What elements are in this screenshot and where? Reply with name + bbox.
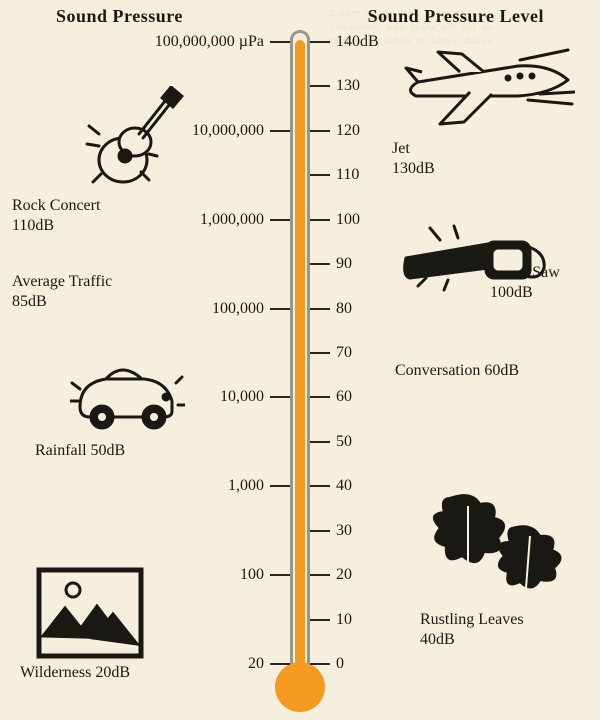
left-title: Sound Pressure: [56, 6, 183, 27]
left-tick-label: 1,000: [228, 477, 264, 495]
left-tick: [270, 574, 290, 576]
right-tick-label: 100: [336, 211, 360, 229]
right-tick: [310, 396, 330, 398]
example-label-line: 85dB: [12, 292, 112, 312]
left-example-label: Wilderness 20dB: [20, 663, 130, 683]
right-tick: [310, 219, 330, 221]
example-label-line: Average Traffic: [12, 272, 112, 292]
example-label-line: 40dB: [420, 630, 524, 650]
right-tick: [310, 352, 330, 354]
example-label-line: Rock Concert: [12, 196, 100, 216]
right-tick-label: 130: [336, 77, 360, 95]
guitar-icon: [85, 86, 185, 191]
right-tick: [310, 130, 330, 132]
left-tick: [270, 219, 290, 221]
right-tick: [310, 41, 330, 43]
thermometer: [290, 30, 310, 670]
example-label-line: Rustling Leaves: [420, 610, 524, 630]
right-tick: [310, 530, 330, 532]
left-tick-label: 10,000,000: [192, 122, 264, 140]
left-tick: [270, 485, 290, 487]
leaves-icon: [420, 486, 570, 596]
example-label-line: Jet: [392, 139, 435, 159]
left-example-label: Rainfall 50dB: [35, 441, 125, 461]
right-tick-label: 60: [336, 388, 352, 406]
left-tick-label: 100,000: [212, 300, 264, 318]
right-tick: [310, 663, 330, 665]
car-icon: [70, 353, 185, 433]
left-example-label: Average Traffic85dB: [12, 272, 112, 312]
left-tick-label: 100,000,000 µPa: [155, 33, 264, 51]
right-tick: [310, 485, 330, 487]
chainsaw-icon: [400, 224, 550, 309]
left-tick: [270, 308, 290, 310]
right-tick: [310, 85, 330, 87]
right-tick: [310, 574, 330, 576]
right-tick-label: 0: [336, 655, 344, 673]
right-tick-label: 50: [336, 433, 352, 451]
right-tick-label: 30: [336, 522, 352, 540]
thermometer-bulb: [275, 662, 325, 712]
right-tick: [310, 174, 330, 176]
left-tick: [270, 41, 290, 43]
right-tick: [310, 619, 330, 621]
right-tick-label: 110: [336, 166, 359, 184]
right-tick-label: 70: [336, 344, 352, 362]
right-tick-label: 20: [336, 566, 352, 584]
right-tick-label: 10: [336, 611, 352, 629]
example-label-line: 110dB: [12, 216, 100, 236]
right-tick: [310, 441, 330, 443]
example-label-line: Conversation 60dB: [395, 361, 519, 381]
right-example-label: Rustling Leaves40dB: [420, 610, 524, 650]
right-example-label: Conversation 60dB: [395, 361, 519, 381]
right-tick-label: 80: [336, 300, 352, 318]
right-tick-label: 120: [336, 122, 360, 140]
right-tick-label: 140dB: [336, 33, 379, 51]
jet-icon: [400, 46, 575, 141]
right-example-label: Jet130dB: [392, 139, 435, 179]
example-label-line: Wilderness 20dB: [20, 663, 130, 683]
left-tick-label: 1,000,000: [200, 211, 264, 229]
left-tick: [270, 130, 290, 132]
left-tick-label: 10,000: [220, 388, 264, 406]
right-tick: [310, 263, 330, 265]
left-tick-label: 100: [240, 566, 264, 584]
left-tick-label: 20: [248, 655, 264, 673]
right-tick: [310, 308, 330, 310]
right-tick-label: 40: [336, 477, 352, 495]
sound-pressure-infographic: Lorem ipsum dolor sit amet consectetur a…: [0, 0, 600, 720]
example-label-line: Rainfall 50dB: [35, 441, 125, 461]
left-tick: [270, 396, 290, 398]
left-tick: [270, 663, 290, 665]
right-title: Sound Pressure Level: [368, 6, 544, 27]
example-label-line: 130dB: [392, 159, 435, 179]
left-example-label: Rock Concert110dB: [12, 196, 100, 236]
thermometer-fluid: [295, 40, 305, 670]
wilderness-icon: [35, 566, 145, 661]
right-tick-label: 90: [336, 255, 352, 273]
